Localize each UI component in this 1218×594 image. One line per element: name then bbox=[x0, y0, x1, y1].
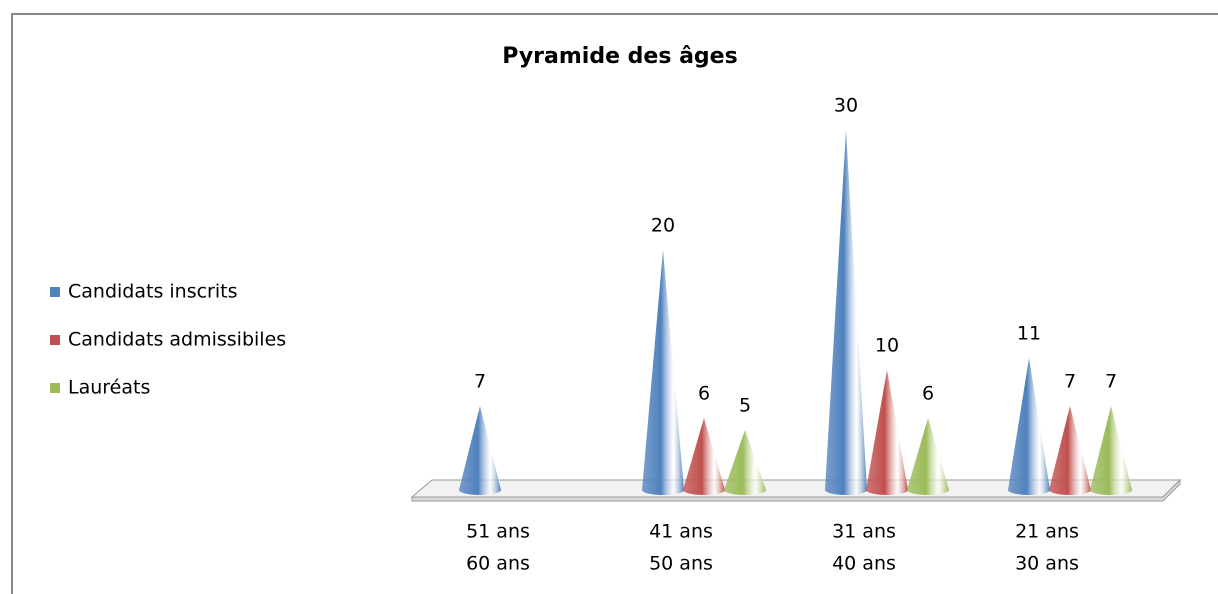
x-tick-label: 31 ans bbox=[832, 521, 896, 543]
legend-label: Candidats admissibiles bbox=[68, 329, 286, 351]
x-tick-label: 41 ans bbox=[649, 521, 713, 543]
x-tick-label: 50 ans bbox=[649, 553, 713, 575]
x-tick-label: 51 ans bbox=[466, 521, 530, 543]
x-tick-label: 30 ans bbox=[1015, 553, 1079, 575]
cone bbox=[1008, 358, 1050, 495]
cone bbox=[866, 370, 908, 495]
cone bbox=[683, 418, 725, 495]
legend-label: Candidats inscrits bbox=[68, 281, 238, 303]
value-label: 7 bbox=[474, 371, 486, 393]
x-tick-label: 21 ans bbox=[1015, 521, 1079, 543]
legend-swatch bbox=[50, 287, 60, 297]
value-label: 20 bbox=[651, 215, 675, 237]
cone bbox=[724, 430, 766, 495]
value-label: 5 bbox=[739, 395, 751, 417]
legend-swatch bbox=[50, 383, 60, 393]
value-label: 30 bbox=[834, 95, 858, 117]
value-label: 7 bbox=[1064, 371, 1076, 393]
cone bbox=[1090, 406, 1132, 495]
chart-border bbox=[11, 13, 1218, 594]
chart-title: Pyramide des âges bbox=[502, 44, 737, 69]
cone bbox=[1049, 406, 1091, 495]
floor-edge bbox=[411, 478, 1181, 502]
value-label: 10 bbox=[875, 335, 899, 357]
x-tick-label: 40 ans bbox=[832, 553, 896, 575]
legend-swatch bbox=[50, 335, 60, 345]
cone bbox=[459, 406, 501, 495]
cone bbox=[825, 130, 867, 495]
x-tick-label: 60 ans bbox=[466, 553, 530, 575]
value-label: 6 bbox=[922, 383, 934, 405]
cone bbox=[907, 418, 949, 495]
legend-label: Lauréats bbox=[68, 377, 150, 399]
cone bbox=[642, 250, 684, 495]
value-label: 11 bbox=[1017, 323, 1041, 345]
value-label: 6 bbox=[698, 383, 710, 405]
value-label: 7 bbox=[1105, 371, 1117, 393]
